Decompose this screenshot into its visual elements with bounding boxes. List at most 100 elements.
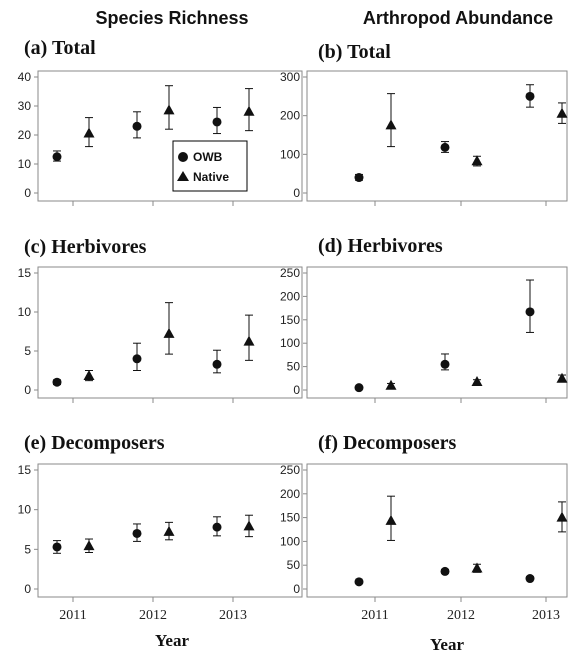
data-point-owb (354, 577, 364, 587)
x-tick-label: 2013 (219, 608, 247, 623)
panel-d: (d) Herbivores 0 50 100 150 200 250 (280, 235, 568, 403)
panel-a: (a) Total 0 10 20 30 40 (18, 37, 303, 206)
y-tick-label: 30 (18, 99, 32, 113)
y-tick-label: 250 (280, 266, 300, 280)
legend: OWB Native (172, 140, 248, 192)
data-point-owb (52, 542, 62, 552)
panel-label: (c) Herbivores (24, 236, 147, 258)
panel-b: (b) Total 0 100 200 300 (280, 41, 568, 206)
panel-label: (a) Total (24, 37, 96, 59)
data-point-native (243, 335, 255, 346)
data-point-native (385, 379, 397, 390)
legend-triangle-icon (177, 171, 189, 181)
y-tick-label: 0 (24, 186, 31, 200)
data-point-owb (525, 307, 535, 317)
panel-f: (f) Decomposers 0 50 100 150 200 250 2011 2012 20… (280, 432, 568, 623)
data-point-owb (440, 359, 450, 369)
y-tick-label: 100 (280, 147, 300, 161)
data-point-owb (52, 152, 62, 162)
y-tick-label: 150 (280, 511, 300, 525)
panel-e: (e) Decomposers 0 5 10 15 2011 2012 2013 (18, 432, 303, 623)
data-point-owb (354, 173, 364, 183)
legend-label-owb: OWB (193, 150, 223, 164)
data-point-native (243, 105, 255, 116)
data-point-owb (354, 383, 364, 393)
panel-label: (f) Decomposers (318, 432, 456, 454)
y-tick-label: 50 (287, 558, 301, 572)
x-axis-label-left: Year (155, 631, 189, 650)
data-point-native (163, 104, 175, 115)
panel-c: (c) Herbivores 0 5 10 15 (18, 236, 303, 403)
y-tick-label: 10 (18, 157, 32, 171)
y-tick-label: 50 (287, 360, 301, 374)
y-tick-label: 100 (280, 534, 300, 548)
plot-frame (306, 70, 568, 202)
data-point-owb (52, 377, 62, 387)
plot-frame (37, 70, 303, 202)
data-point-native (163, 525, 175, 536)
y-tick-label: 0 (293, 383, 300, 397)
data-point-native (471, 155, 483, 166)
y-tick-label: 200 (280, 109, 300, 123)
x-tick-label: 2011 (59, 608, 86, 623)
data-point-owb (525, 91, 535, 101)
data-point-native (556, 511, 568, 522)
data-point-native (471, 562, 483, 573)
y-tick-label: 0 (293, 186, 300, 200)
plot-frame (37, 266, 303, 399)
data-point-owb (440, 566, 450, 576)
y-tick-label: 15 (18, 463, 32, 477)
y-tick-label: 20 (18, 128, 32, 142)
legend-box (172, 140, 248, 192)
data-point-native (83, 540, 95, 551)
legend-label-native: Native (193, 170, 229, 184)
data-point-native (556, 372, 568, 383)
x-tick-label: 2012 (139, 608, 167, 623)
data-point-owb (525, 574, 535, 584)
y-tick-label: 0 (24, 383, 31, 397)
y-tick-label: 10 (18, 305, 32, 319)
data-point-owb (132, 528, 142, 538)
x-tick-label: 2013 (532, 608, 560, 623)
data-point-native (83, 369, 95, 380)
y-tick-label: 200 (280, 487, 300, 501)
panel-label: (e) Decomposers (24, 432, 165, 454)
y-tick-label: 100 (280, 336, 300, 350)
y-tick-label: 0 (293, 582, 300, 596)
y-tick-label: 200 (280, 289, 300, 303)
data-point-owb (212, 359, 222, 369)
y-tick-label: 0 (24, 582, 31, 596)
data-point-owb (132, 121, 142, 131)
data-point-native (556, 107, 568, 118)
x-axis-label-right: Year (430, 635, 464, 654)
data-point-owb (440, 142, 450, 152)
column-title-arthropod-abundance: Arthropod Abundance (363, 8, 553, 28)
data-point-owb (212, 522, 222, 532)
x-tick-label: 2012 (447, 608, 475, 623)
data-point-native (243, 520, 255, 531)
plot-frame (306, 463, 568, 598)
y-tick-label: 15 (18, 266, 32, 280)
panel-label: (d) Herbivores (318, 235, 443, 257)
x-tick-label: 2011 (361, 608, 388, 623)
data-point-owb (212, 117, 222, 127)
y-tick-label: 300 (280, 70, 300, 84)
data-point-native (385, 119, 397, 130)
data-point-native (83, 127, 95, 138)
y-tick-label: 150 (280, 313, 300, 327)
y-tick-label: 10 (18, 503, 32, 517)
data-point-owb (132, 354, 142, 364)
y-tick-label: 250 (280, 463, 300, 477)
data-point-native (385, 514, 397, 525)
data-point-native (163, 327, 175, 338)
column-title-species-richness: Species Richness (95, 8, 248, 28)
panel-label: (b) Total (318, 41, 391, 63)
plot-frame (306, 266, 568, 399)
y-tick-label: 5 (24, 344, 31, 358)
plot-frame (37, 463, 303, 598)
y-tick-label: 5 (24, 542, 31, 556)
y-tick-label: 40 (18, 70, 32, 84)
data-point-native (471, 376, 483, 387)
